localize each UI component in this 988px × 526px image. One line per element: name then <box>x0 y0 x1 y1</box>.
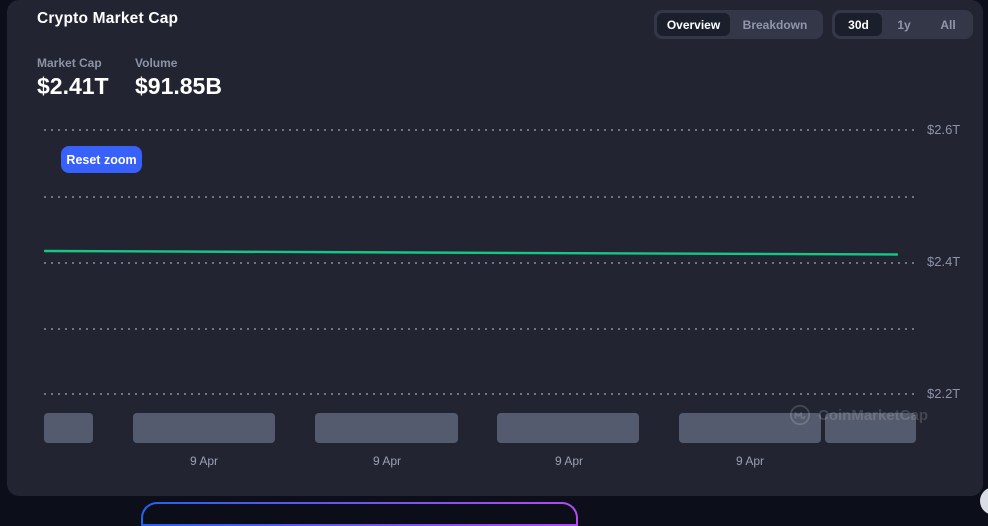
x-axis-label: 9 Apr <box>735 454 765 468</box>
volume-bar[interactable] <box>825 413 916 443</box>
x-axis-label: 9 Apr <box>554 454 584 468</box>
watermark-text: CoinMarketCap <box>818 406 929 424</box>
gridline <box>44 328 917 330</box>
floating-action-button[interactable] <box>980 487 988 515</box>
y-axis-label: $2.6T <box>927 122 961 137</box>
gridline <box>44 129 917 131</box>
volume-bar[interactable] <box>497 413 639 443</box>
range-30d[interactable]: 30d <box>835 13 882 36</box>
reset-zoom-button[interactable]: Reset zoom <box>61 146 142 173</box>
x-axis-label: 9 Apr <box>372 454 402 468</box>
range-all[interactable]: All <box>940 17 956 32</box>
coinmarketcap-logo-icon <box>789 404 811 426</box>
volume-bar[interactable] <box>133 413 275 443</box>
promo-card-partial[interactable] <box>141 502 578 526</box>
tab-overview[interactable]: Overview <box>657 13 730 36</box>
gridline <box>44 196 917 198</box>
view-toggle: Overview Breakdown <box>654 10 823 39</box>
volume-label: Volume <box>135 56 178 70</box>
volume-bar[interactable] <box>44 413 93 443</box>
market-cap-value: $2.41T <box>37 73 109 99</box>
tab-breakdown[interactable]: Breakdown <box>742 17 808 32</box>
volume-value: $91.85B <box>135 73 222 99</box>
x-axis-label: 9 Apr <box>189 454 219 468</box>
gridline <box>44 393 917 395</box>
volume-bar[interactable] <box>315 413 458 443</box>
page-title: Crypto Market Cap <box>37 10 179 27</box>
market-cap-line <box>44 249 899 256</box>
chart-card: Crypto Market Cap Overview Breakdown 30d… <box>7 0 983 496</box>
market-cap-label: Market Cap <box>37 56 102 70</box>
range-1y[interactable]: 1y <box>897 17 911 32</box>
y-axis-label: $2.4T <box>927 254 961 269</box>
watermark: CoinMarketCap <box>789 404 928 426</box>
y-axis-label: $2.2T <box>927 386 961 401</box>
gridline <box>44 262 917 264</box>
volume-bar[interactable] <box>679 413 821 443</box>
range-toggle: 30d 1y All <box>832 10 973 39</box>
